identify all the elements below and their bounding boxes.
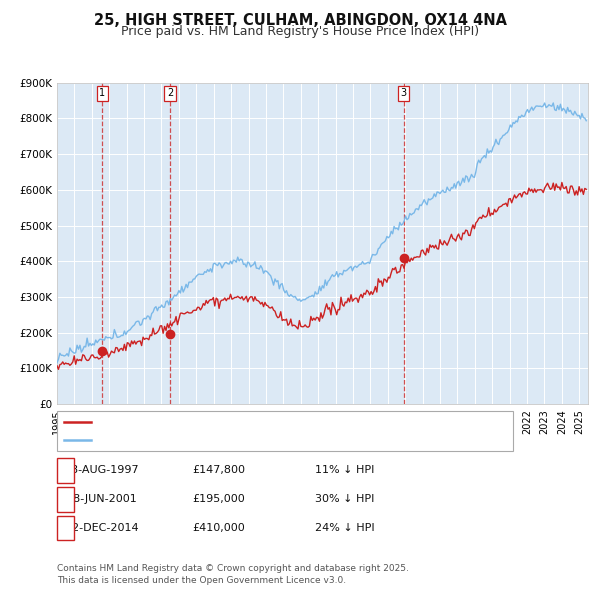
Text: Contains HM Land Registry data © Crown copyright and database right 2025.
This d: Contains HM Land Registry data © Crown c… (57, 565, 409, 585)
Text: 2: 2 (167, 88, 173, 99)
Text: 08-AUG-1997: 08-AUG-1997 (65, 466, 139, 475)
Text: 02-DEC-2014: 02-DEC-2014 (65, 523, 139, 533)
Text: 28-JUN-2001: 28-JUN-2001 (67, 494, 137, 504)
Text: 1: 1 (62, 466, 69, 475)
Text: £147,800: £147,800 (193, 466, 245, 475)
Text: 1: 1 (99, 88, 106, 99)
Text: 25, HIGH STREET, CULHAM, ABINGDON, OX14 4NA (detached house): 25, HIGH STREET, CULHAM, ABINGDON, OX14 … (97, 418, 481, 428)
Text: 3: 3 (62, 523, 69, 533)
Text: HPI: Average price, detached house, South Oxfordshire: HPI: Average price, detached house, Sout… (97, 435, 404, 445)
Text: £410,000: £410,000 (193, 523, 245, 533)
Text: 11% ↓ HPI: 11% ↓ HPI (315, 466, 374, 475)
Text: Price paid vs. HM Land Registry's House Price Index (HPI): Price paid vs. HM Land Registry's House … (121, 25, 479, 38)
Text: 25, HIGH STREET, CULHAM, ABINGDON, OX14 4NA: 25, HIGH STREET, CULHAM, ABINGDON, OX14 … (94, 13, 506, 28)
Text: 2: 2 (62, 494, 69, 504)
Text: 24% ↓ HPI: 24% ↓ HPI (315, 523, 374, 533)
Text: 30% ↓ HPI: 30% ↓ HPI (315, 494, 374, 504)
Text: 3: 3 (401, 88, 407, 99)
Text: £195,000: £195,000 (193, 494, 245, 504)
